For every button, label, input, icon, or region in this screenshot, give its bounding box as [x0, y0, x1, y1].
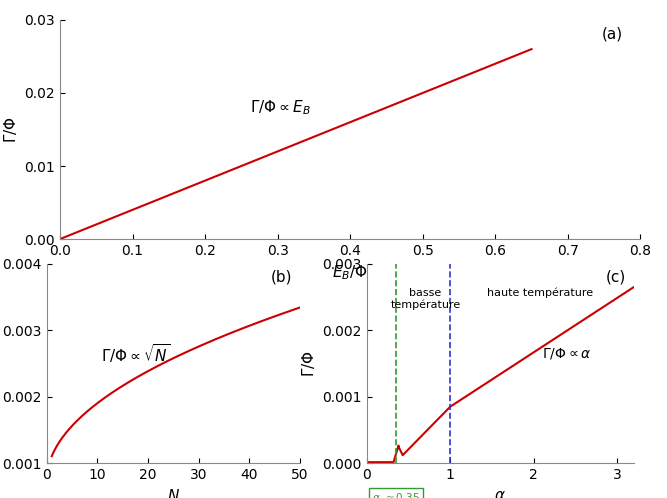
X-axis label: $\alpha$: $\alpha$ — [494, 488, 506, 498]
X-axis label: $N$: $N$ — [167, 488, 180, 498]
Text: haute température: haute température — [487, 288, 593, 298]
Text: (a): (a) — [602, 26, 623, 41]
Text: $\Gamma/\Phi \propto E_B$: $\Gamma/\Phi \propto E_B$ — [250, 98, 311, 117]
Text: $\Gamma/\Phi \propto \sqrt{N}$: $\Gamma/\Phi \propto \sqrt{N}$ — [101, 342, 170, 365]
Text: $\Gamma/\Phi \propto \alpha$: $\Gamma/\Phi \propto \alpha$ — [542, 346, 592, 361]
Text: $\alpha_c\simeq 0.35$: $\alpha_c\simeq 0.35$ — [372, 491, 420, 498]
Text: basse
température: basse température — [390, 288, 461, 310]
Text: (c): (c) — [606, 270, 626, 285]
Text: (b): (b) — [271, 270, 293, 285]
Y-axis label: $\Gamma/\Phi$: $\Gamma/\Phi$ — [300, 350, 317, 377]
X-axis label: $E_B/\Phi$: $E_B/\Phi$ — [332, 263, 368, 282]
Y-axis label: $\Gamma/\Phi$: $\Gamma/\Phi$ — [2, 116, 19, 143]
